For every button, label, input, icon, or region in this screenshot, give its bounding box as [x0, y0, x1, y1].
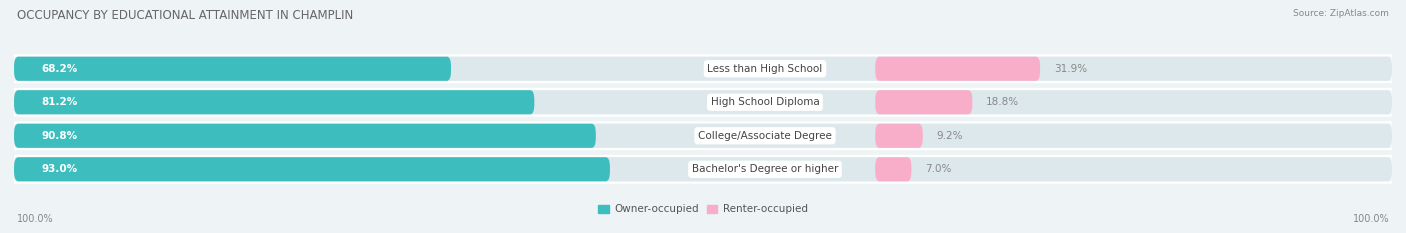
Text: Less than High School: Less than High School [707, 64, 823, 74]
FancyBboxPatch shape [876, 157, 911, 181]
Text: OCCUPANCY BY EDUCATIONAL ATTAINMENT IN CHAMPLIN: OCCUPANCY BY EDUCATIONAL ATTAINMENT IN C… [17, 9, 353, 22]
Text: College/Associate Degree: College/Associate Degree [697, 131, 832, 141]
FancyBboxPatch shape [0, 55, 1406, 82]
FancyBboxPatch shape [876, 124, 922, 148]
Text: Source: ZipAtlas.com: Source: ZipAtlas.com [1294, 9, 1389, 18]
FancyBboxPatch shape [14, 57, 451, 81]
Text: High School Diploma: High School Diploma [710, 97, 820, 107]
Text: 31.9%: 31.9% [1054, 64, 1087, 74]
Legend: Owner-occupied, Renter-occupied: Owner-occupied, Renter-occupied [595, 200, 811, 219]
Text: Bachelor's Degree or higher: Bachelor's Degree or higher [692, 164, 838, 174]
FancyBboxPatch shape [0, 156, 1406, 183]
FancyBboxPatch shape [14, 90, 1392, 114]
FancyBboxPatch shape [14, 157, 610, 181]
FancyBboxPatch shape [14, 124, 596, 148]
Text: 93.0%: 93.0% [42, 164, 77, 174]
Text: 100.0%: 100.0% [1353, 214, 1389, 224]
FancyBboxPatch shape [876, 90, 973, 114]
Text: 68.2%: 68.2% [42, 64, 77, 74]
FancyBboxPatch shape [876, 57, 1040, 81]
Text: 90.8%: 90.8% [42, 131, 77, 141]
FancyBboxPatch shape [14, 90, 534, 114]
FancyBboxPatch shape [0, 122, 1406, 149]
Text: 9.2%: 9.2% [936, 131, 963, 141]
FancyBboxPatch shape [14, 124, 1392, 148]
Text: 18.8%: 18.8% [986, 97, 1019, 107]
Text: 7.0%: 7.0% [925, 164, 952, 174]
FancyBboxPatch shape [0, 89, 1406, 116]
FancyBboxPatch shape [14, 157, 1392, 181]
FancyBboxPatch shape [14, 57, 1392, 81]
Text: 100.0%: 100.0% [17, 214, 53, 224]
Text: 81.2%: 81.2% [42, 97, 77, 107]
